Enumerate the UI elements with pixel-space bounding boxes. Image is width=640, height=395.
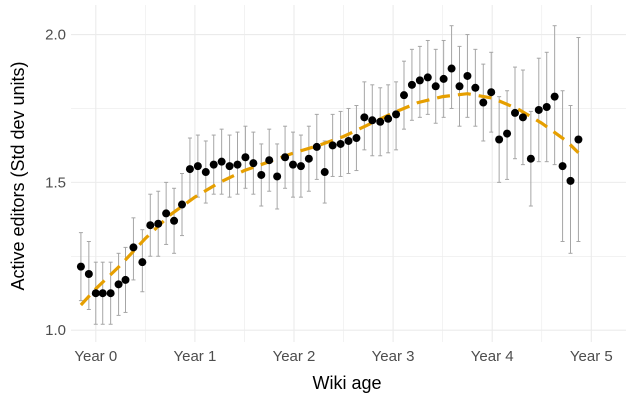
data-point	[178, 200, 186, 209]
data-point	[114, 280, 123, 289]
data-point	[170, 216, 179, 225]
data-point	[495, 135, 504, 144]
data-point	[400, 91, 408, 100]
error-bars	[78, 25, 581, 325]
data-point	[558, 162, 567, 171]
data-point	[138, 258, 147, 267]
data-point	[463, 71, 472, 80]
data-point	[534, 105, 543, 114]
data-point	[368, 116, 377, 125]
data-point	[566, 176, 575, 185]
x-tick-label: Year 3	[372, 348, 415, 365]
data-point	[249, 159, 258, 168]
data-point	[376, 117, 385, 126]
data-point	[550, 92, 559, 101]
data-point	[384, 114, 393, 123]
data-point	[344, 136, 353, 145]
y-tick-label: 1.0	[45, 322, 66, 339]
data-point	[574, 135, 583, 144]
data-point	[312, 142, 321, 151]
y-axis-title: Active editors (Std dev units)	[8, 61, 28, 290]
data-point	[526, 154, 535, 163]
data-point	[296, 162, 305, 171]
x-tick-label: Year 0	[74, 348, 117, 365]
data-point	[479, 98, 488, 107]
data-point	[392, 110, 401, 119]
data-point	[106, 289, 115, 298]
data-point	[162, 209, 171, 218]
data-point	[328, 141, 337, 150]
data-point	[146, 221, 155, 230]
data-point	[336, 139, 345, 148]
data-point	[304, 154, 313, 163]
x-tick-label: Year 1	[173, 348, 216, 365]
y-tick-label: 2.0	[45, 27, 66, 44]
data-point	[201, 168, 210, 177]
data-point	[439, 74, 448, 83]
data-point	[233, 160, 242, 169]
data-point	[154, 219, 163, 228]
x-tick-label: Year 5	[570, 348, 613, 365]
trend-line	[79, 92, 580, 307]
grid-lines	[71, 5, 626, 342]
data-point	[407, 80, 416, 89]
data-point	[281, 153, 290, 162]
data-point	[257, 170, 266, 179]
y-axis-ticks: 1.0 1.5 2.0	[45, 27, 66, 340]
data-point	[455, 82, 464, 91]
data-point	[360, 113, 369, 122]
data-point	[193, 162, 202, 171]
data-point	[241, 153, 250, 162]
data-point	[98, 289, 107, 298]
trend-curve	[79, 92, 580, 307]
x-axis-ticks: Year 0 Year 1 Year 2 Year 3 Year 4 Year 5	[74, 348, 612, 365]
x-tick-label: Year 4	[471, 348, 514, 365]
x-tick-label: Year 2	[273, 348, 316, 365]
data-point	[511, 108, 519, 117]
data-point	[209, 160, 218, 169]
data-point	[84, 270, 93, 279]
data-point	[542, 102, 551, 111]
x-axis-title: Wiki age	[312, 373, 381, 393]
data-point	[121, 275, 130, 284]
data-point	[289, 160, 297, 169]
data-point	[76, 262, 85, 271]
data-point	[273, 172, 282, 181]
data-point	[129, 243, 138, 252]
data-point	[471, 83, 480, 92]
data-point	[503, 129, 512, 138]
data-point	[217, 157, 226, 166]
data-points	[76, 64, 583, 298]
data-point	[487, 88, 496, 97]
data-point	[225, 162, 234, 171]
data-point	[265, 156, 274, 165]
data-point	[352, 134, 361, 143]
data-point	[423, 73, 432, 82]
data-point	[431, 82, 440, 91]
data-point	[518, 113, 527, 122]
data-point	[447, 64, 456, 73]
data-point	[91, 289, 100, 298]
y-tick-label: 1.5	[45, 174, 66, 191]
data-point	[415, 76, 424, 85]
data-point	[185, 165, 194, 174]
data-point	[320, 168, 329, 177]
